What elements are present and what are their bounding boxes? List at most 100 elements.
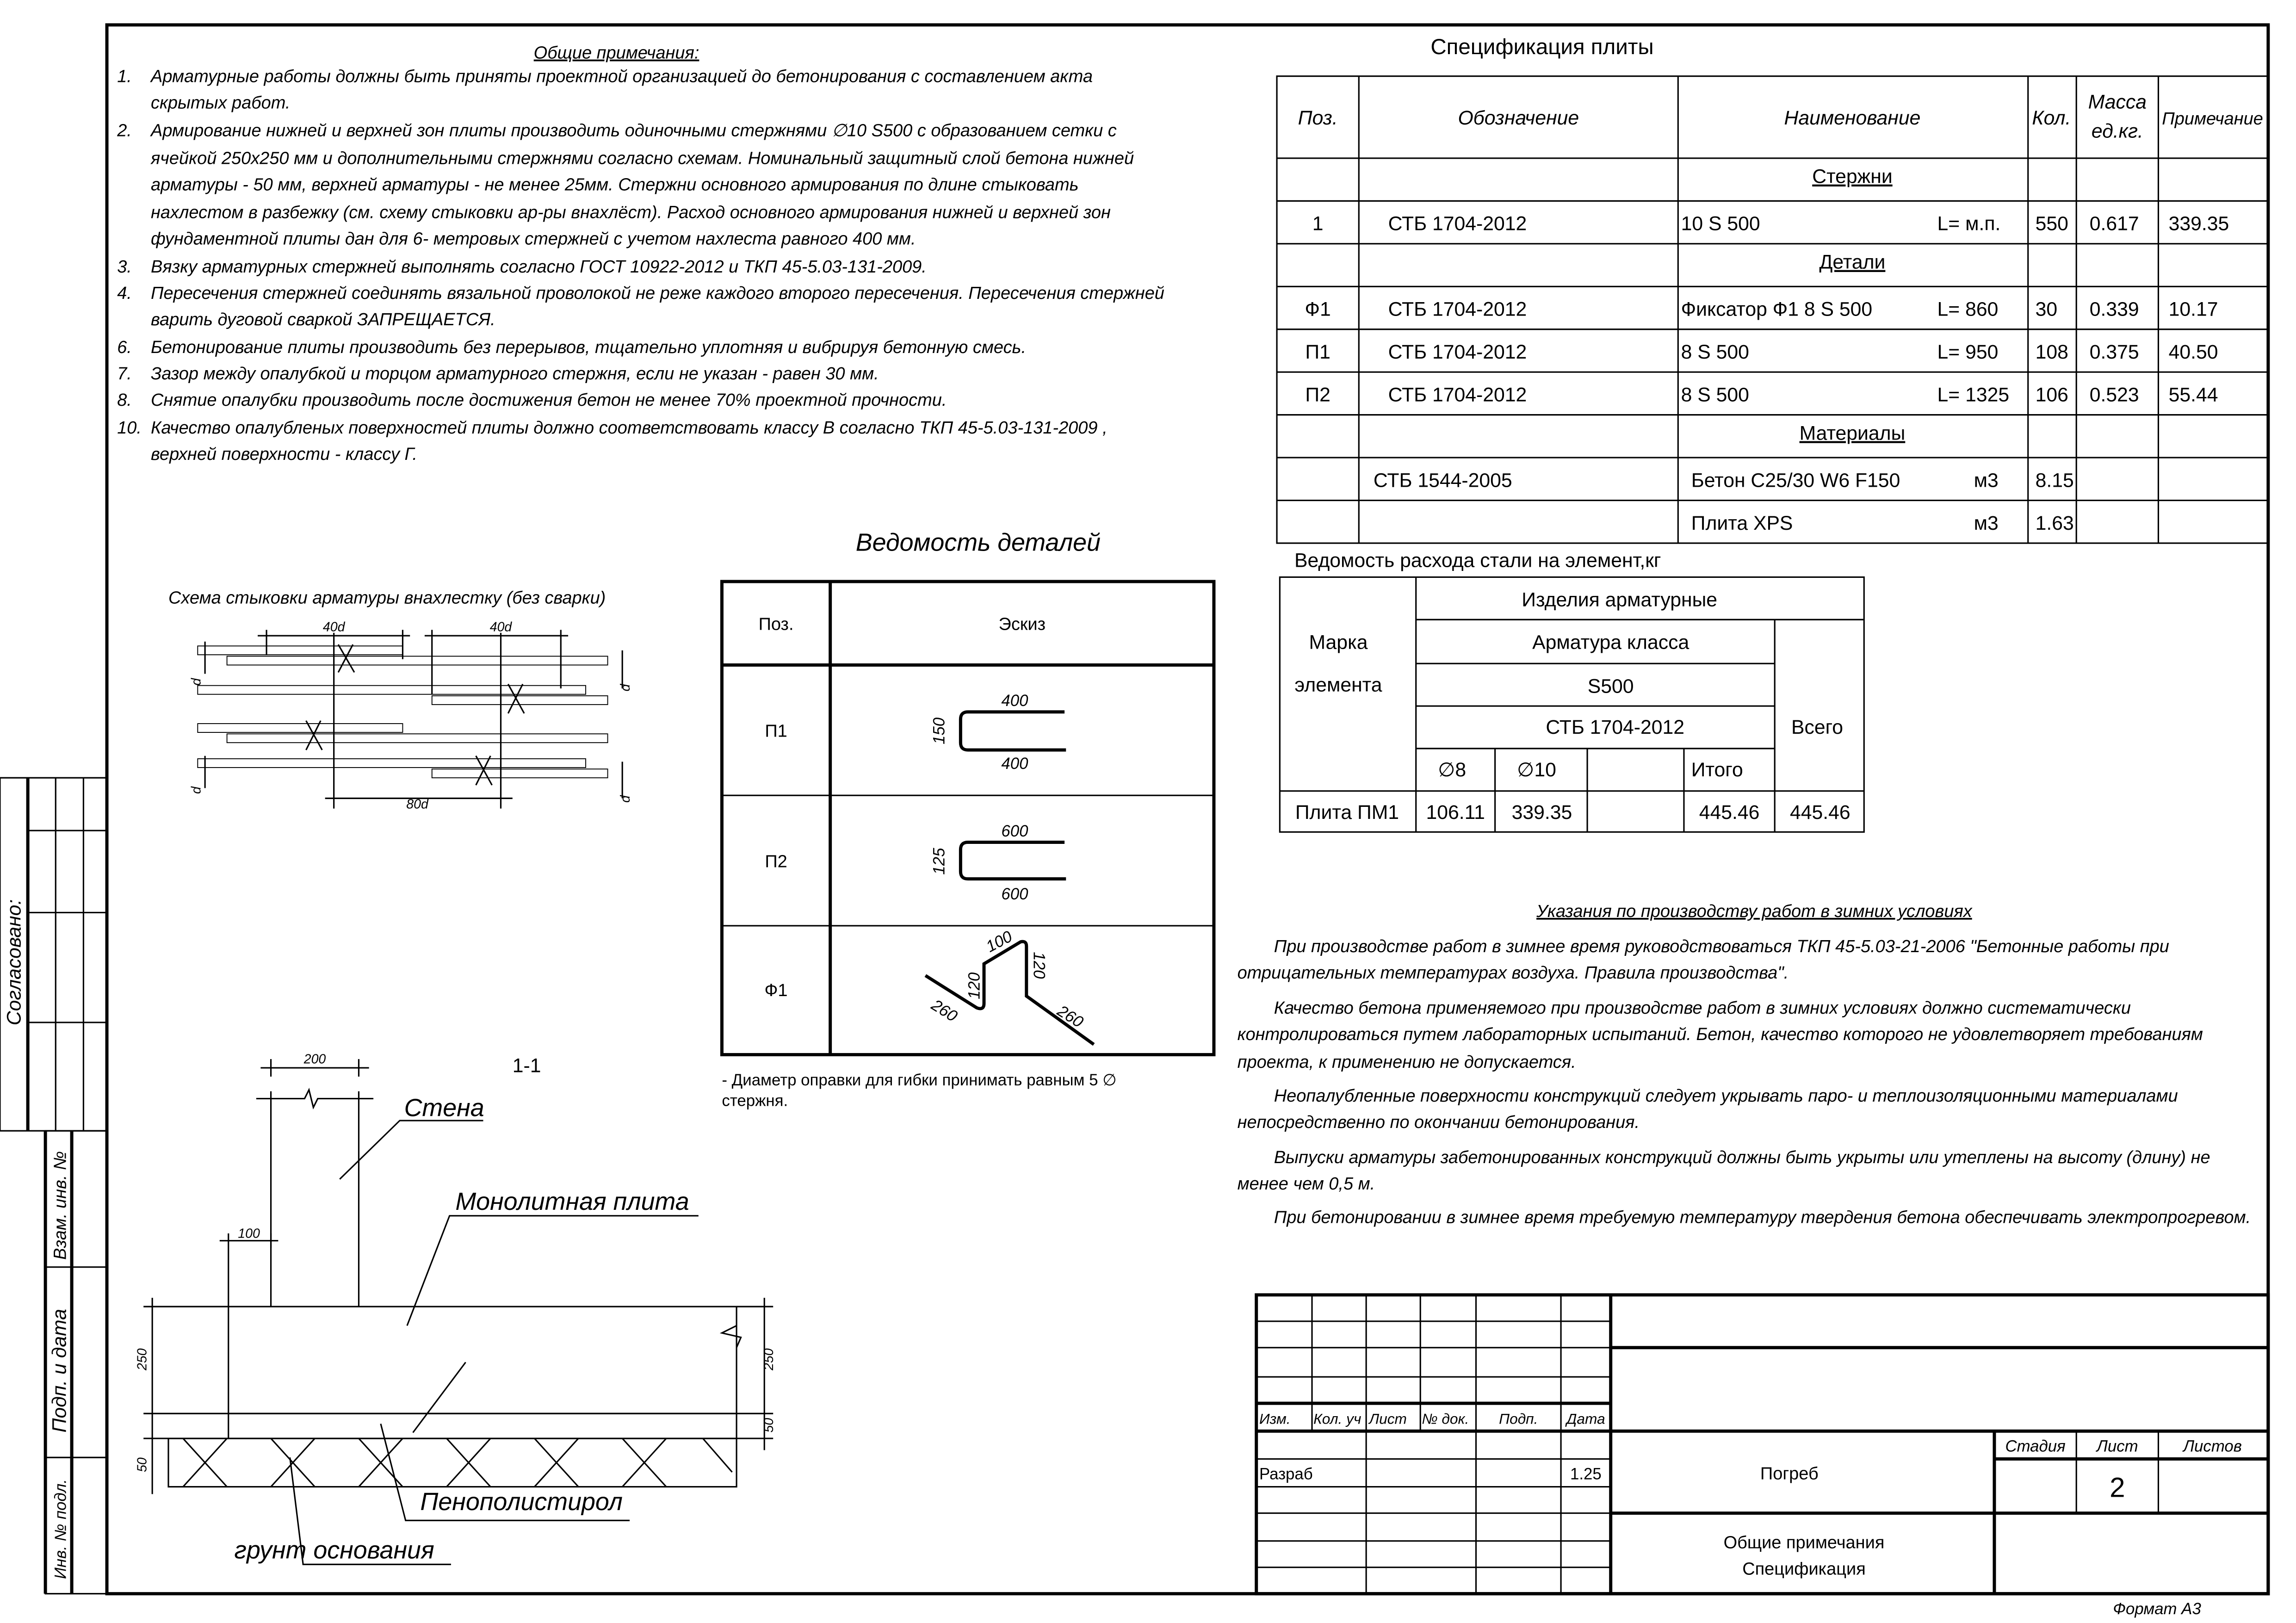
spec-mass: 0.339 [2090,298,2139,321]
spec-designation: СТБ 1704-2012 [1388,341,1527,363]
sketch-p2 [959,841,1066,881]
spec-designation: СТБ 1704-2012 [1388,213,1527,235]
steel-grade: S500 [1588,675,1634,698]
spec-pos: 1 [1312,213,1324,235]
tie-crosses [305,644,525,786]
f1-dim-right-arm: 260 [1054,1002,1087,1032]
inv-orig-label: Инв. № подл. [51,1479,69,1579]
monolithic-slab [228,1306,737,1414]
winter-note-line: При производстве работ в зимнее время ру… [1274,937,2169,956]
spec-mass: 0.617 [2090,213,2139,235]
p2-dim-bottom: 600 [1001,885,1028,903]
note-line: Армирование нижней и верхней зон плиты п… [150,121,1117,140]
steel-row-subtotal: 445.46 [1699,801,1760,824]
details-header-sketch: Эскиз [999,614,1046,634]
spec-note: 339.35 [2169,213,2229,235]
spec-name: Фиксатор Ф1 8 S 500 [1681,298,1872,321]
steel-table: Ведомость расхода стали на элемент,кг Ма… [1279,549,1865,833]
details-title: Ведомость деталей [856,528,1101,556]
lap-scheme-title: Схема стыковки арматуры внахлестку (без … [168,588,606,607]
sketch-f1 [924,940,1095,1046]
spec-designation: СТБ 1544-2005 [1374,469,1512,491]
spec-note: 40.50 [2169,341,2218,363]
eps-dim-right: 50 [761,1418,776,1433]
note-line: нахлестом в разбежку (см. схему стыковки… [151,203,1111,223]
details-header-pos: Поз. [759,614,794,634]
detail-pos-f1: Ф1 [765,981,788,1000]
slab-dim-left: 250 [135,1348,150,1371]
winter-note-line: Неопалубленные поверхности конструкций с… [1274,1086,2178,1106]
steel-row-d10: 339.35 [1512,801,1572,824]
note-line: Зазор между опалубкой и торцом арматурно… [151,364,879,384]
steel-total-header: Всего [1791,716,1843,738]
p1-dim-bottom: 400 [1001,755,1028,773]
lap-dim-d-1: d [189,678,204,686]
ground-dim-left: 50 [135,1457,150,1472]
spec-section-title: Детали [1819,251,1886,273]
winter-note-line: отрицательных температурах воздуха. Прав… [1238,963,1789,983]
spec-designation: СТБ 1704-2012 [1388,384,1527,406]
winter-note-line: проекта, к применению не допускается. [1238,1053,1576,1072]
spec-title: Спецификация плиты [1430,35,1653,59]
spec-designation: СТБ 1704-2012 [1388,298,1527,321]
details-schedule: Ведомость деталей Поз. Эскиз П1 П2 Ф1 40… [720,528,1216,1109]
lap-dim-d-2: d [189,786,204,794]
wall-label: Стена [404,1094,484,1122]
detail-pos-p2: П2 [765,852,787,871]
sketch-p1 [959,710,1066,752]
spec-pos: П2 [1305,384,1330,406]
spec-extra: L= м.п. [1937,213,2001,235]
note-line: Пересечения стержней соединять вязальной… [151,284,1164,303]
spec-mass: 0.375 [2090,341,2139,363]
steel-row-mark: Плита ПМ1 [1295,801,1399,824]
tb-header-date: Дата [1565,1410,1605,1427]
f1-dim-left-leg: 120 [965,972,984,999]
f1-dim-right-leg: 120 [1030,952,1048,979]
steel-col-d10: ∅10 [1517,759,1556,781]
note-line: ячейкой 250х250 мм и дополнительными сте… [150,149,1134,168]
section-title: 1-1 [513,1055,541,1077]
tb-header-change: Изм. [1259,1410,1290,1427]
note-line: арматуры - 50 мм, верхней арматуры - не … [151,175,1079,195]
spec-header-designation: Обозначение [1458,107,1579,129]
tb-sheet-label: Лист [2096,1437,2138,1456]
side-stamp: Согласовано: Взам. инв. № Подп. и дата И… [0,777,108,1595]
tb-sheets-label: Листов [2182,1437,2242,1456]
note-number: 1. [117,67,132,86]
ground-label: грунт основания [234,1536,434,1564]
spec-header-qty: Кол. [2032,107,2071,129]
spec-qty: 550 [2036,213,2068,235]
winter-note-line: контролироваться путем лабораторных испы… [1238,1025,2203,1044]
tb-object: Погреб [1760,1464,1819,1484]
lap-dim-d-3: d [618,683,633,691]
spec-extra: м3 [1974,512,1999,534]
spec-pos: П1 [1305,341,1330,363]
slab-dim-right: 250 [761,1348,776,1371]
spec-note: 10.17 [2169,298,2218,321]
steel-products: Изделия арматурные [1522,589,1717,611]
details-note-2: стержня. [722,1091,788,1109]
note-line: Снятие опалубки производить после достиж… [151,390,947,410]
lap-dim-offset: 80d [406,797,429,812]
p1-dim-height: 150 [930,717,948,744]
spec-mass: 0.523 [2090,384,2139,406]
spec-grid [1276,75,2269,544]
note-number: 10. [117,418,142,438]
spec-extra: м3 [1974,469,1999,491]
section-1-1: 1-1 200 100 250 50 250 50 Стена Монолитн… [135,1052,776,1565]
steel-mark-label: Марка [1309,632,1368,654]
tb-sheet-number: 2 [2110,1472,2125,1503]
f1-dim-left-arm: 260 [928,996,960,1026]
note-number: 6. [117,338,132,357]
spec-name: 10 S 500 [1681,213,1760,235]
lap-dim-d-4: d [618,795,633,803]
spec-qty: 30 [2036,298,2058,321]
note-number: 2. [117,121,132,140]
note-line: варить дуговой сваркой ЗАПРЕЩАЕТСЯ. [151,310,495,329]
spec-qty: 8.15 [2036,469,2074,491]
tb-stage-label: Стадия [2005,1437,2065,1456]
tb-header-doc: № док. [1422,1410,1469,1427]
replaced-inv-label: Взам. инв. № [50,1151,70,1260]
spec-header-mass: Масса [2088,91,2147,113]
